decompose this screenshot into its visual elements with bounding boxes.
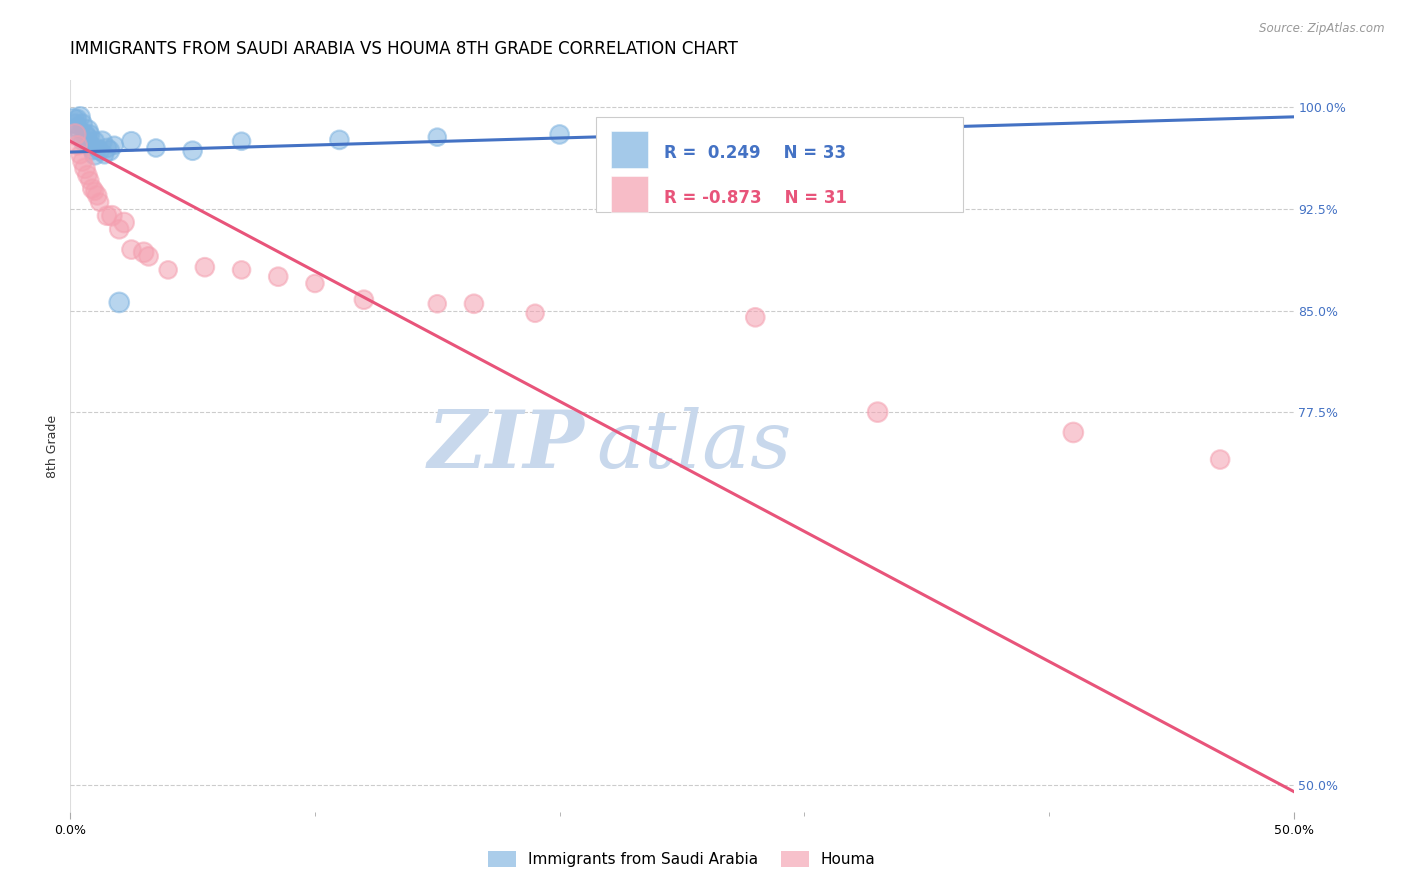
Point — [82, 181, 104, 195]
Point — [138, 249, 160, 263]
FancyBboxPatch shape — [596, 117, 963, 212]
Point — [103, 138, 125, 153]
Point — [62, 114, 84, 128]
Point — [73, 161, 96, 176]
Point — [1062, 425, 1084, 440]
Text: Source: ZipAtlas.com: Source: ZipAtlas.com — [1260, 22, 1385, 36]
Point — [108, 222, 131, 236]
Point — [89, 144, 111, 158]
Point — [145, 141, 167, 155]
Text: R =  0.249    N = 33: R = 0.249 N = 33 — [664, 144, 845, 162]
Point — [76, 130, 98, 145]
Point — [96, 209, 118, 223]
Point — [66, 120, 89, 135]
Y-axis label: 8th Grade: 8th Grade — [46, 415, 59, 477]
Point — [83, 185, 105, 199]
Point — [66, 112, 89, 126]
Point — [73, 128, 96, 142]
Point — [548, 128, 571, 142]
FancyBboxPatch shape — [612, 176, 648, 212]
Point — [231, 263, 253, 277]
Text: IMMIGRANTS FROM SAUDI ARABIA VS HOUMA 8TH GRADE CORRELATION CHART: IMMIGRANTS FROM SAUDI ARABIA VS HOUMA 8T… — [70, 40, 738, 58]
Point — [671, 123, 693, 137]
Point — [194, 260, 217, 275]
Point — [86, 141, 108, 155]
Point — [63, 117, 86, 131]
Point — [76, 168, 98, 182]
Point — [101, 209, 124, 223]
Text: atlas: atlas — [596, 408, 792, 484]
Point — [866, 405, 889, 419]
Point — [69, 128, 91, 142]
Point — [82, 144, 104, 158]
Point — [842, 120, 865, 134]
Point — [426, 297, 449, 311]
Point — [463, 297, 485, 311]
Point — [267, 269, 290, 284]
Point — [157, 263, 180, 277]
Point — [112, 215, 135, 229]
Point — [98, 144, 121, 158]
Point — [86, 188, 108, 202]
Point — [328, 133, 350, 147]
Point — [121, 134, 143, 148]
Point — [66, 138, 89, 153]
Point — [132, 245, 155, 260]
Point — [72, 117, 94, 131]
Point — [69, 110, 91, 124]
Point — [79, 173, 101, 187]
Point — [181, 144, 204, 158]
Point — [69, 148, 91, 162]
Point — [79, 128, 101, 142]
Text: ZIP: ZIP — [427, 408, 583, 484]
FancyBboxPatch shape — [612, 131, 648, 168]
Point — [231, 134, 253, 148]
Text: R = -0.873    N = 31: R = -0.873 N = 31 — [664, 189, 846, 207]
Point — [1209, 452, 1232, 467]
Point — [108, 295, 131, 310]
Point — [524, 306, 547, 320]
Point — [91, 134, 114, 148]
Point — [72, 134, 94, 148]
Point — [121, 243, 143, 257]
Point — [72, 154, 94, 169]
Point — [83, 148, 105, 162]
Point — [76, 123, 98, 137]
Point — [93, 148, 115, 162]
Point — [63, 128, 86, 142]
Legend: Immigrants from Saudi Arabia, Houma: Immigrants from Saudi Arabia, Houma — [482, 846, 882, 873]
Point — [426, 130, 449, 145]
Point — [744, 310, 766, 325]
Point — [304, 277, 326, 291]
Point — [79, 138, 101, 153]
Point — [96, 141, 118, 155]
Point — [89, 195, 111, 210]
Point — [83, 134, 105, 148]
Point — [353, 293, 375, 307]
